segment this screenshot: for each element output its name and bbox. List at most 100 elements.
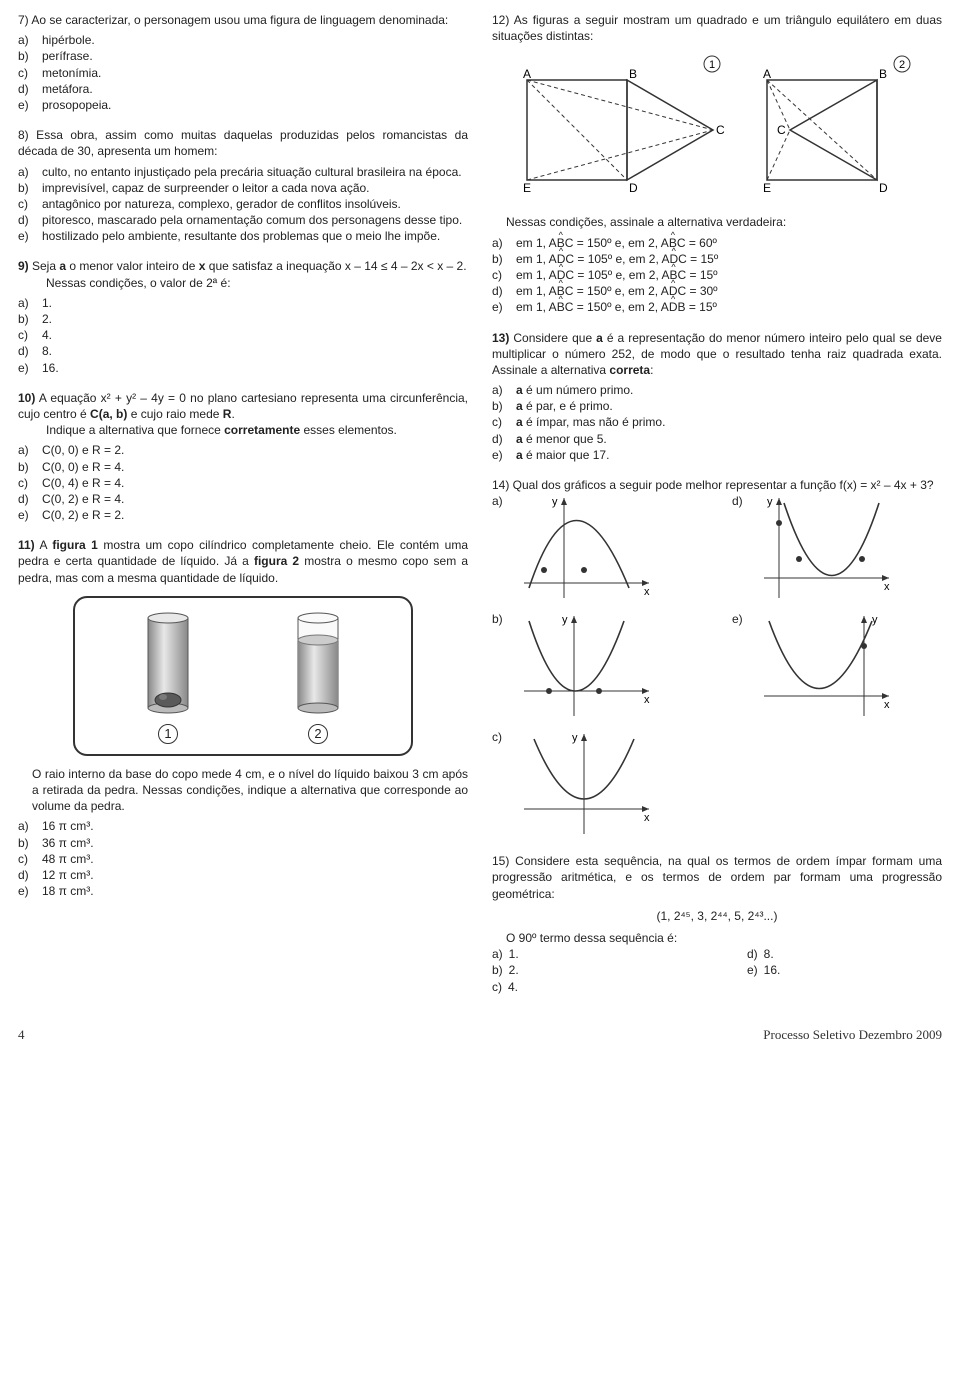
opt-label: b) bbox=[492, 251, 510, 267]
opt-label: a) bbox=[18, 164, 36, 180]
opt-text: 36 π cm³. bbox=[42, 835, 468, 851]
opt-text: em 1, ADC = 105º e, em 2, ABC = 15º bbox=[516, 267, 942, 283]
opt-text: C(0, 0) e R = 2. bbox=[42, 442, 468, 458]
svg-text:y: y bbox=[572, 732, 578, 744]
opt-text: pitoresco, mascarado pela ornamentação c… bbox=[42, 212, 468, 228]
graph-b-icon: xy bbox=[514, 611, 654, 721]
opt-text: em 1, ABC = 150º e, em 2, ABC = 60º bbox=[516, 235, 942, 251]
svg-text:C: C bbox=[777, 123, 786, 137]
q10-options: a)C(0, 0) e R = 2. b)C(0, 0) e R = 4. c)… bbox=[18, 442, 468, 523]
svg-text:B: B bbox=[879, 67, 887, 81]
opt-text: 16. bbox=[42, 360, 468, 376]
opt-text: a é ímpar, mas não é primo. bbox=[516, 414, 942, 430]
opt-label: d) bbox=[747, 946, 758, 962]
opt-label: d) bbox=[18, 212, 36, 228]
opt-label: c) bbox=[18, 196, 36, 212]
opt-text: 8. bbox=[764, 946, 774, 962]
q14-stem: 14) Qual dos gráficos a seguir pode melh… bbox=[492, 477, 942, 493]
opt-label: a) bbox=[492, 946, 503, 962]
opt-label: e) bbox=[18, 507, 36, 523]
opt-label: b) bbox=[492, 611, 510, 627]
svg-text:x: x bbox=[644, 694, 650, 706]
opt-label: a) bbox=[18, 442, 36, 458]
opt-text: culto, no entanto injustiçado pela precá… bbox=[42, 164, 468, 180]
cup-full-icon bbox=[133, 608, 203, 718]
opt-text: 16 π cm³. bbox=[42, 818, 468, 834]
opt-text: prosopopeia. bbox=[42, 97, 468, 113]
question-10: 10) A equação x² + y² – 4y = 0 no plano … bbox=[18, 390, 468, 524]
svg-text:A: A bbox=[523, 67, 531, 81]
opt-text: C(0, 0) e R = 4. bbox=[42, 459, 468, 475]
opt-text: 12 π cm³. bbox=[42, 867, 468, 883]
opt-label: e) bbox=[732, 611, 750, 627]
opt-label: b) bbox=[492, 962, 503, 978]
q11-stem: 11) A figura 1 mostra um copo cilíndrico… bbox=[18, 537, 468, 586]
opt-label: d) bbox=[492, 283, 510, 299]
opt-label: a) bbox=[492, 382, 510, 398]
q12-diagrams: 1 A B D E C 2 bbox=[492, 52, 942, 202]
svg-text:D: D bbox=[629, 181, 638, 195]
opt-text: 16. bbox=[764, 962, 781, 978]
opt-text: hostilizado pelo ambiente, resultante do… bbox=[42, 228, 468, 244]
opt-text: em 1, ABC = 150º e, em 2, ADB = 15º bbox=[516, 299, 942, 315]
opt-label: d) bbox=[18, 867, 36, 883]
q8-options: a) culto, no entanto injustiçado pela pre… bbox=[18, 164, 468, 245]
opt-text: 48 π cm³. bbox=[42, 851, 468, 867]
opt-label: c) bbox=[18, 327, 36, 343]
question-13: 13) Considere que a é a representação do… bbox=[492, 330, 942, 464]
opt-text: imprevisível, capaz de surpreender o lei… bbox=[42, 180, 468, 196]
opt-label: e) bbox=[492, 299, 510, 315]
opt-label: e) bbox=[18, 360, 36, 376]
opt-text: 8. bbox=[42, 343, 468, 359]
opt-label: d) bbox=[18, 491, 36, 507]
question-14: 14) Qual dos gráficos a seguir pode melh… bbox=[492, 477, 942, 839]
q11-figure: 1 2 bbox=[73, 596, 413, 756]
question-8: 8) Essa obra, assim como muitas daquelas… bbox=[18, 127, 468, 244]
q13-stem: 13) Considere que a é a representação do… bbox=[492, 330, 942, 379]
q15-sequence: (1, 2⁴⁵, 3, 2⁴⁴, 5, 2⁴³...) bbox=[492, 908, 942, 924]
opt-text: em 1, ABC = 150º e, em 2, ADC = 30º bbox=[516, 283, 942, 299]
question-12: 12) As figuras a seguir mostram um quadr… bbox=[492, 12, 942, 316]
svg-text:x: x bbox=[884, 581, 890, 593]
opt-text: perífrase. bbox=[42, 48, 468, 64]
q15-stem: 15) Considere esta sequência, na qual os… bbox=[492, 853, 942, 902]
opt-text: 18 π cm³. bbox=[42, 883, 468, 899]
question-11: 11) A figura 1 mostra um copo cilíndrico… bbox=[18, 537, 468, 899]
svg-text:y: y bbox=[552, 496, 558, 508]
opt-text: 2. bbox=[509, 962, 519, 978]
graph-c-icon: xy bbox=[514, 729, 654, 839]
page-footer: 4 Processo Seletivo Dezembro 2009 bbox=[18, 1025, 942, 1044]
opt-label: a) bbox=[18, 295, 36, 311]
graph-d-icon: xy bbox=[754, 493, 894, 603]
q13-options: a)a é um número primo. b)a é par, e é pr… bbox=[492, 382, 942, 463]
q7-stem: 7) Ao se caracterizar, o personagem usou… bbox=[18, 12, 468, 28]
svg-text:x: x bbox=[644, 586, 650, 598]
opt-text: metáfora. bbox=[42, 81, 468, 97]
svg-text:x: x bbox=[644, 812, 650, 824]
question-15: 15) Considere esta sequência, na qual os… bbox=[492, 853, 942, 995]
opt-text: antagônico por natureza, complexo, gerad… bbox=[42, 196, 468, 212]
opt-label: b) bbox=[492, 398, 510, 414]
fig-label-1: 1 bbox=[158, 724, 178, 744]
q15-options: a)1. b)2. c)4. d)8. e)16. bbox=[492, 946, 942, 995]
svg-text:2: 2 bbox=[899, 59, 905, 71]
q12-diagram-1-icon: 1 A B D E C bbox=[517, 52, 727, 202]
q12-stem: 12) As figuras a seguir mostram um quadr… bbox=[492, 12, 942, 44]
svg-text:B: B bbox=[629, 67, 637, 81]
opt-text: 4. bbox=[508, 979, 518, 995]
opt-text: C(0, 4) e R = 4. bbox=[42, 475, 468, 491]
opt-label: c) bbox=[18, 65, 36, 81]
question-7: 7) Ao se caracterizar, o personagem usou… bbox=[18, 12, 468, 113]
opt-text: a é menor que 5. bbox=[516, 431, 942, 447]
opt-label: e) bbox=[18, 883, 36, 899]
opt-label: c) bbox=[492, 979, 502, 995]
opt-text: 4. bbox=[42, 327, 468, 343]
question-9: 9) Seja a o menor valor inteiro de x que… bbox=[18, 258, 468, 375]
q12-options: a)em 1, ABC = 150º e, em 2, ABC = 60º b)… bbox=[492, 235, 942, 316]
q8-stem: 8) Essa obra, assim como muitas daquelas… bbox=[18, 127, 468, 159]
svg-text:x: x bbox=[884, 699, 890, 711]
svg-text:D: D bbox=[879, 181, 888, 195]
svg-text:y: y bbox=[872, 614, 878, 626]
fig-label-2: 2 bbox=[308, 724, 328, 744]
opt-text: a é um número primo. bbox=[516, 382, 942, 398]
